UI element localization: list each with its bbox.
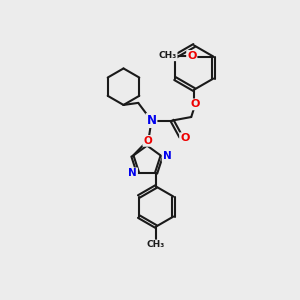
- Text: N: N: [128, 168, 137, 178]
- Text: O: O: [190, 99, 200, 110]
- Text: CH₃: CH₃: [147, 240, 165, 249]
- Text: O: O: [180, 133, 189, 143]
- Text: CH₃: CH₃: [158, 51, 177, 60]
- Text: N: N: [163, 151, 171, 161]
- Text: O: O: [187, 51, 196, 61]
- Text: N: N: [146, 114, 157, 127]
- Text: O: O: [143, 136, 152, 146]
